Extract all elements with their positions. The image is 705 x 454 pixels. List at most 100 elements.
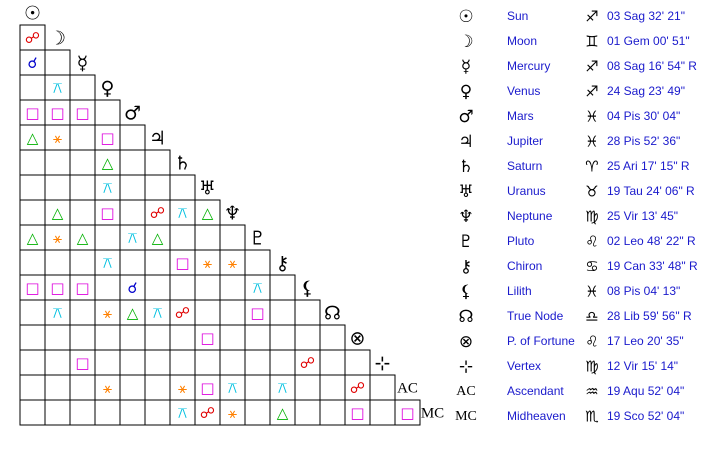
grid-cell	[194, 274, 221, 301]
grid-cell	[44, 149, 71, 176]
list-glyph: AC	[456, 384, 475, 399]
grid-cell	[44, 399, 71, 426]
grid-cell	[119, 324, 146, 351]
grid-body-glyph: MC	[421, 405, 444, 421]
aspect-glyph: ⚻	[278, 379, 288, 397]
grid-cell	[119, 349, 146, 376]
aspect-glyph: ⚹	[53, 129, 62, 147]
sign-glyph: ♐	[585, 8, 598, 26]
grid-cell	[294, 324, 321, 351]
list-glyph: ⊗	[459, 332, 473, 352]
body-name: True Node	[507, 309, 564, 323]
body-position: 19 Tau 24' 06" R	[607, 184, 695, 198]
list-glyph: ♇	[458, 232, 473, 252]
sign-glyph: ♎	[585, 308, 598, 326]
grid-cell	[144, 174, 171, 201]
body-name: Ascendant	[507, 384, 564, 398]
sign-glyph: ♒	[585, 383, 598, 401]
sign-glyph: ♓	[585, 133, 598, 151]
list-glyph: MC	[455, 409, 477, 424]
aspect-glyph: ⚻	[103, 254, 113, 272]
list-glyph: ♂	[458, 107, 473, 127]
aspect-glyph: ⚻	[253, 279, 263, 297]
grid-cell	[344, 349, 371, 376]
aspect-glyph: □	[200, 329, 214, 347]
grid-cell	[94, 349, 121, 376]
grid-cell	[69, 249, 96, 276]
grid-cell	[94, 399, 121, 426]
grid-cell	[144, 274, 171, 301]
grid-body-glyph: ☊	[324, 303, 341, 325]
grid-cell	[69, 124, 96, 151]
grid-body-glyph: AC	[397, 380, 418, 396]
body-position: 19 Sco 52' 04"	[607, 409, 684, 423]
grid-body-glyph: ♇	[249, 228, 266, 250]
grid-cell	[319, 374, 346, 401]
grid-cell	[19, 174, 46, 201]
aspect-glyph: △	[202, 204, 214, 222]
aspect-glyph: ☍	[150, 204, 165, 222]
grid-cell	[244, 324, 271, 351]
grid-cell	[19, 349, 46, 376]
list-glyph: ♄	[458, 157, 473, 177]
grid-body-glyph: ♆	[224, 203, 241, 225]
grid-cell	[169, 174, 196, 201]
grid-cell	[194, 224, 221, 251]
grid-body-glyph: ♀	[101, 78, 115, 100]
grid-cell	[294, 374, 321, 401]
grid-cell	[369, 399, 396, 426]
grid-cell	[144, 249, 171, 276]
aspect-glyph: ⚹	[203, 254, 212, 272]
grid-cell	[244, 374, 271, 401]
grid-cell	[69, 199, 96, 226]
grid-cell	[269, 299, 296, 326]
aspect-glyph: △	[102, 154, 114, 172]
grid-cell	[69, 374, 96, 401]
grid-cell	[294, 399, 321, 426]
grid-cell	[19, 399, 46, 426]
list-glyph: ☉	[458, 7, 473, 27]
grid-body-glyph: ☉	[24, 3, 41, 25]
aspect-glyph: ⚻	[103, 179, 113, 197]
sign-glyph: ♐	[585, 58, 598, 76]
grid-cell	[244, 399, 271, 426]
aspect-glyph: △	[77, 229, 89, 247]
body-name: Pluto	[507, 234, 535, 248]
grid-cell	[244, 349, 271, 376]
sign-glyph: ♓	[585, 108, 598, 126]
grid-cell	[219, 349, 246, 376]
aspect-glyph: △	[27, 129, 39, 147]
sign-glyph: ♍	[585, 208, 598, 226]
aspect-glyph: □	[100, 129, 114, 147]
list-glyph: ♀	[460, 82, 472, 102]
aspect-glyph: □	[75, 354, 89, 372]
body-position: 25 Vir 13' 45"	[607, 209, 678, 223]
grid-cell	[269, 349, 296, 376]
body-position: 24 Sag 23' 49"	[607, 84, 685, 98]
body-name: Chiron	[507, 259, 542, 273]
grid-cell	[19, 299, 46, 326]
grid-body-glyph: ☿	[77, 53, 89, 75]
body-name: Neptune	[507, 209, 553, 223]
grid-cell	[69, 174, 96, 201]
aspect-glyph: □	[250, 304, 264, 322]
sign-glyph: ♌	[585, 333, 598, 351]
aspect-glyph: □	[25, 279, 39, 297]
aspect-glyph: ☌	[127, 279, 137, 297]
body-position: 04 Pis 30' 04"	[607, 109, 680, 123]
grid-cell	[19, 374, 46, 401]
grid-cell	[94, 224, 121, 251]
grid-cell	[69, 149, 96, 176]
aspect-glyph: □	[50, 104, 64, 122]
aspect-glyph: □	[200, 379, 214, 397]
aspect-glyph: ⚹	[53, 229, 62, 247]
aspect-glyph: ⚻	[128, 229, 138, 247]
aspect-glyph: ⚻	[53, 79, 63, 97]
sign-glyph: ♓	[585, 283, 598, 301]
aspect-glyph: ⚻	[178, 204, 188, 222]
grid-body-glyph: ⊗	[350, 328, 366, 350]
list-glyph: ⚸	[460, 282, 472, 302]
grid-cell	[119, 399, 146, 426]
grid-cell	[219, 299, 246, 326]
